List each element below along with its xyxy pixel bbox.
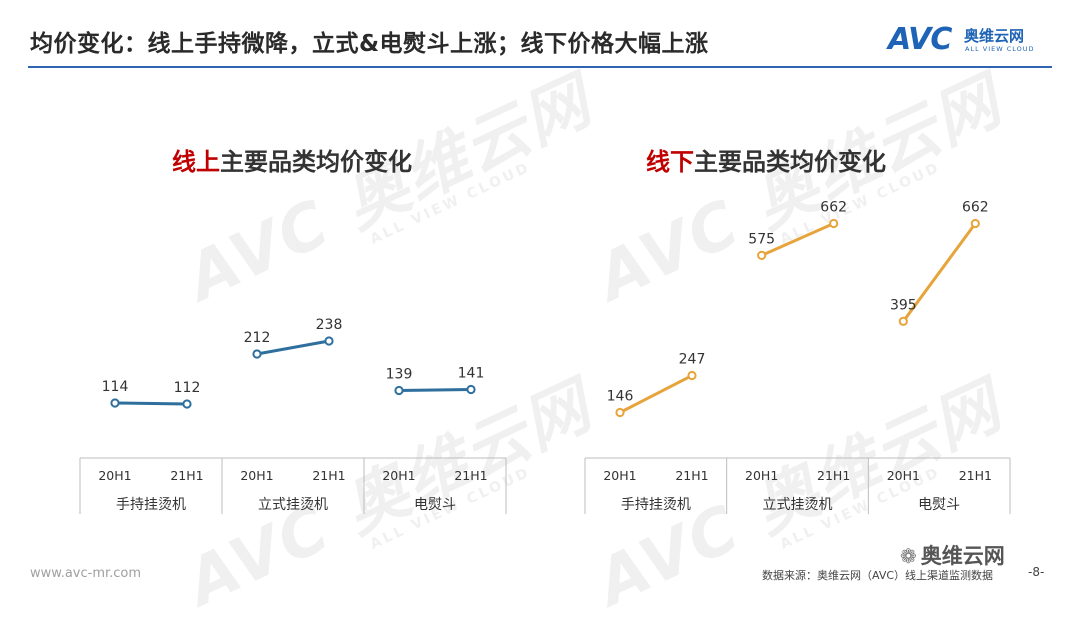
online-title-rest: 主要品类均价变化 <box>220 148 412 176</box>
data-label: 114 <box>102 379 129 395</box>
data-point <box>252 349 262 359</box>
price-charts: 手持挂烫机 20H1 21H1 114 112 立式挂烫机 20H1 21H1 212 238 电熨… <box>79 200 1011 514</box>
offline-title-highlight: 线下 <box>646 148 694 176</box>
data-point <box>324 336 334 346</box>
data-label: 575 <box>748 231 775 247</box>
data-label: 139 <box>386 367 413 383</box>
x-tick-label: 21H1 <box>312 468 345 483</box>
data-label: 112 <box>174 380 201 396</box>
data-label: 141 <box>458 366 485 382</box>
category-label: 电熨斗 <box>414 497 456 513</box>
logo-mark: AVC <box>888 22 952 57</box>
series-line <box>760 222 836 257</box>
data-label: 662 <box>962 200 989 216</box>
category-label: 手持挂烫机 <box>621 497 691 513</box>
x-tick-label: 20H1 <box>240 468 273 483</box>
data-point <box>615 407 625 418</box>
data-label: 395 <box>890 297 917 313</box>
data-point <box>182 399 192 409</box>
data-point <box>394 385 404 396</box>
data-label: 238 <box>316 317 343 333</box>
data-source-note: 数据来源：奥维云网（AVC）线上渠道监测数据 <box>762 569 994 582</box>
category-label: 立式挂烫机 <box>763 497 833 513</box>
series-line <box>618 374 694 415</box>
series-line <box>255 339 331 356</box>
category-label: 手持挂烫机 <box>116 497 186 513</box>
avc-logo: AVC 奥维云网 ALL VIEW CLOUD <box>888 24 1058 60</box>
data-point <box>687 370 697 381</box>
data-point <box>970 218 980 229</box>
data-point <box>829 218 839 229</box>
x-tick-label: 20H1 <box>603 468 636 483</box>
data-point <box>898 316 908 326</box>
data-label: 212 <box>244 330 271 346</box>
logo-en-text: ALL VIEW CLOUD <box>965 45 1035 53</box>
logo-cn-text: 奥维云网 <box>964 27 1025 45</box>
x-tick-label: 21H1 <box>454 468 487 483</box>
x-tick-label: 20H1 <box>745 468 778 483</box>
footer-url[interactable]: www.avc-mr.com <box>30 566 142 581</box>
offline-chart-title: 线下主要品类均价变化 <box>646 142 886 177</box>
series-line <box>113 401 189 406</box>
page-title: 均价变化：线上手持微降，立式&电熨斗上涨；线下价格大幅上涨 <box>30 31 709 57</box>
page-number: -8- <box>1028 565 1045 579</box>
x-tick-label: 20H1 <box>382 468 415 483</box>
data-label: 662 <box>820 200 847 216</box>
wechat-icon: ❁ <box>900 544 917 568</box>
wechat-account-name: 奥维云网 <box>920 544 1005 568</box>
x-tick-label: 21H1 <box>817 468 850 483</box>
offline-title-rest: 主要品类均价变化 <box>694 148 886 176</box>
online-chart-title: 线上主要品类均价变化 <box>172 142 412 177</box>
online-title-highlight: 线上 <box>172 148 220 176</box>
data-point <box>757 250 767 260</box>
category-label: 立式挂烫机 <box>258 497 328 513</box>
title-divider <box>28 66 1052 68</box>
data-point <box>110 398 120 408</box>
series-line <box>901 222 977 323</box>
wechat-badge: ❁ 奥维云网 <box>900 540 1005 572</box>
x-tick-label: 21H1 <box>959 468 992 483</box>
series-line <box>397 388 473 392</box>
x-tick-label: 20H1 <box>887 468 920 483</box>
x-tick-label: 21H1 <box>675 468 708 483</box>
category-label: 电熨斗 <box>918 497 960 513</box>
x-tick-label: 20H1 <box>98 468 131 483</box>
data-label: 247 <box>679 352 706 368</box>
data-point <box>466 384 476 395</box>
data-label: 146 <box>607 389 634 405</box>
x-tick-label: 21H1 <box>170 468 203 483</box>
